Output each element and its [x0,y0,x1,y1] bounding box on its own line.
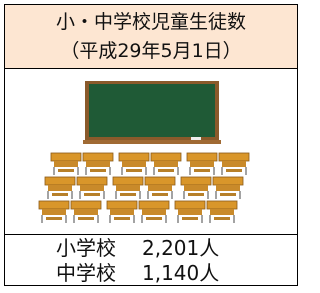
desk-part [86,161,110,167]
desk-part [207,201,237,209]
desk-part [39,201,69,209]
desk-part [83,153,113,161]
desk-part [126,169,142,172]
desk-part [78,217,94,220]
header: 小・中学校児童生徒数 （平成29年5月1日） [5,5,297,69]
chalk-tray [83,140,221,144]
desk-part [90,169,106,172]
desk-part [145,177,175,185]
desk-part [146,217,162,220]
desk-part [119,153,149,161]
desk-part [122,161,146,167]
desk-part [107,201,137,209]
desk-part [188,193,204,196]
page: {"header": {"title": "小・中学校児童生徒数", "subt… [0,0,304,293]
desk-part [187,153,217,161]
desk-part [181,177,211,185]
desk-part [142,209,166,215]
row-count: 1,140人 [142,261,246,286]
desk-part [216,185,240,191]
desk-part [152,193,168,196]
desk-part [46,217,62,220]
row: 中学校 1,140人 [5,261,297,286]
desk-part [110,209,134,215]
desk-part [158,169,174,172]
row: 小学校 2,201人 [5,236,297,261]
desk-part [210,209,234,215]
desk-part [219,153,249,161]
row-label: 中学校 [56,261,142,286]
desk-part [190,161,214,167]
desk-part [220,193,236,196]
blackboard [89,84,215,137]
desk-part [182,217,198,220]
desk-part [222,161,246,167]
info-card: 小・中学校児童生徒数 （平成29年5月1日） 小学校 2,201人 中学校 1,… [4,4,298,286]
desk-part [71,201,101,209]
desk-part [48,185,72,191]
desk-part [178,209,202,215]
desk-part [80,185,104,191]
desk-part [148,185,172,191]
desk-part [113,177,143,185]
desk-part [84,193,100,196]
subtitle: （平成29年5月1日） [5,37,297,66]
desk-part [213,177,243,185]
desk-part [58,169,74,172]
desk-part [114,217,130,220]
row-label: 小学校 [56,236,142,261]
desk-part [116,185,140,191]
classroom-illustration [5,69,297,235]
desk-part [214,217,230,220]
desk-part [154,161,178,167]
desk-part [42,209,66,215]
row-count: 2,201人 [142,236,246,261]
desk-part [194,169,210,172]
desk-part [74,209,98,215]
desk-part [52,193,68,196]
desk-part [54,161,78,167]
desk-part [226,169,242,172]
rows: 小学校 2,201人 中学校 1,140人 [5,235,297,286]
eraser [191,137,201,140]
desk-part [139,201,169,209]
desks [39,153,249,223]
desk-part [51,153,81,161]
desk-part [45,177,75,185]
desk-part [175,201,205,209]
desk-part [184,185,208,191]
illustration [5,69,297,234]
desk-part [151,153,181,161]
desk-part [77,177,107,185]
title: 小・中学校児童生徒数 [5,8,297,37]
desk-part [120,193,136,196]
